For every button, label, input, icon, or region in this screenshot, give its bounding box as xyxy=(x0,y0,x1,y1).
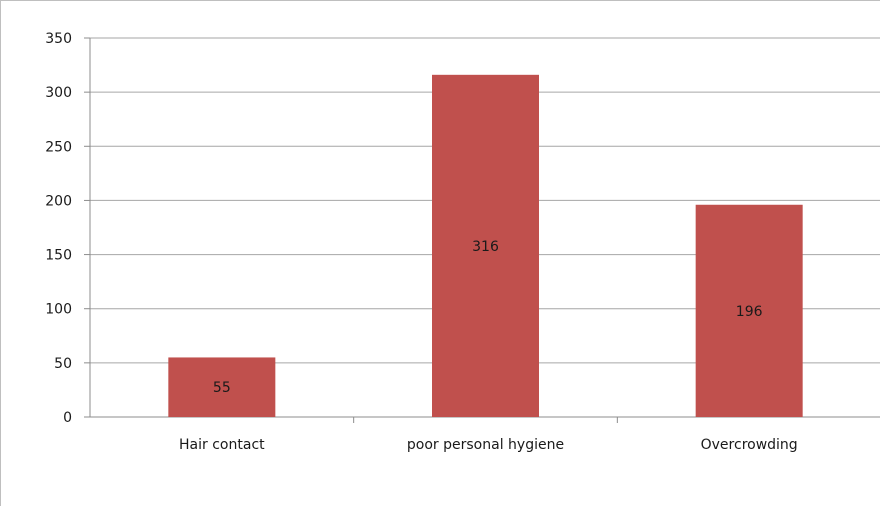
y-tick-label: 300 xyxy=(45,85,72,101)
y-tick-label: 100 xyxy=(45,302,72,318)
y-tick-label: 0 xyxy=(63,410,72,426)
data-label: 316 xyxy=(472,239,499,255)
category-label: poor personal hygiene xyxy=(407,437,564,453)
y-tick-label: 150 xyxy=(45,248,72,264)
y-tick-label: 50 xyxy=(54,356,72,372)
y-tick-label: 350 xyxy=(45,31,72,47)
bar xyxy=(168,357,276,417)
bar xyxy=(432,74,539,418)
y-tick-label: 250 xyxy=(45,139,72,155)
data-label: 196 xyxy=(736,304,763,320)
data-label: 55 xyxy=(213,380,231,396)
bar xyxy=(695,204,803,417)
y-tick-label: 200 xyxy=(45,193,72,209)
category-label: Overcrowding xyxy=(701,437,798,453)
category-label: Hair contact xyxy=(179,437,265,453)
